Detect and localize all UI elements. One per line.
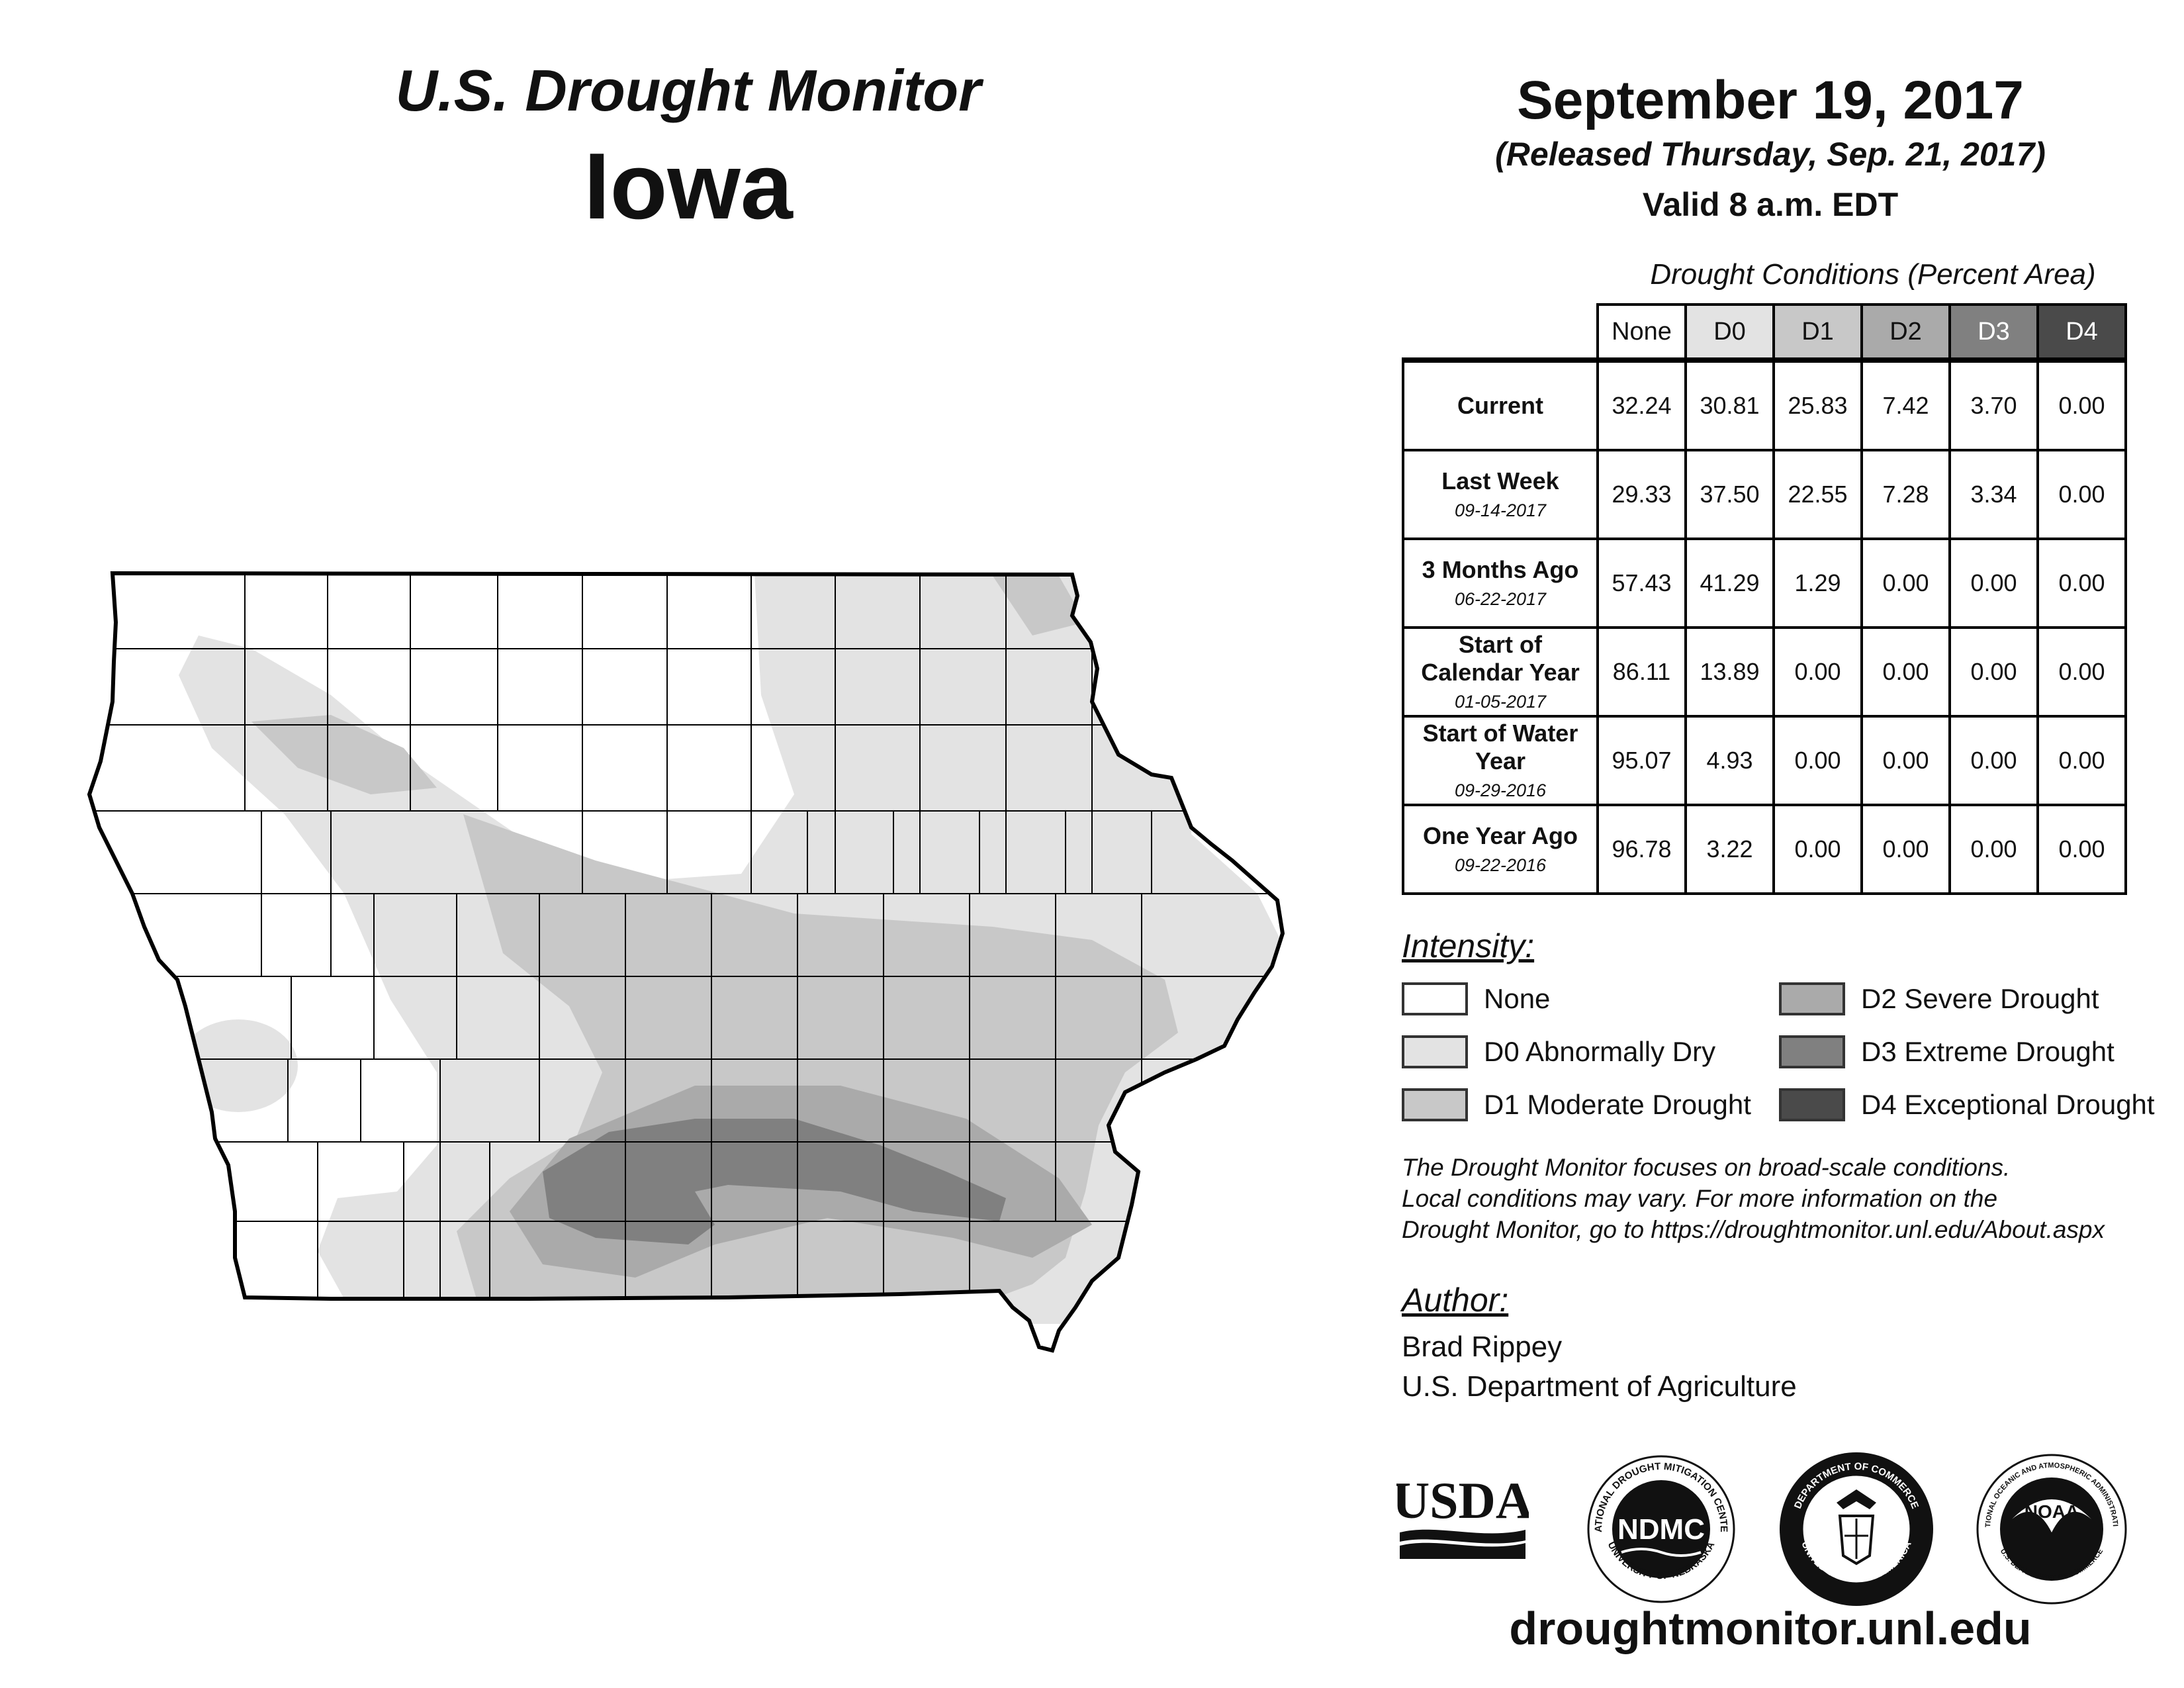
svg-text:NOAA: NOAA <box>2025 1501 2079 1522</box>
noaa-logo: NATIONAL OCEANIC AND ATMOSPHERIC ADMINIS… <box>1976 1453 2127 1605</box>
legend-item-d0: D0 Abnormally Dry <box>1402 1034 1715 1070</box>
table-row: 3 Months Ago 06-22-2017 57.43 41.29 1.29 … <box>1402 538 2127 629</box>
cell-value: 30.81 <box>1684 357 1775 451</box>
col-header-d1: D1 <box>1772 303 1863 361</box>
footer-url[interactable]: droughtmonitor.unl.edu <box>1509 1603 2032 1654</box>
cell-value: 4.93 <box>1684 715 1775 806</box>
legend-swatch <box>1402 1035 1468 1068</box>
cell-value: 32.24 <box>1596 357 1687 451</box>
cell-value: 0.00 <box>1948 804 2039 895</box>
col-header-d4: D4 <box>2036 303 2127 361</box>
cell-value: 0.00 <box>2036 449 2127 540</box>
legend-item-d1: D1 Moderate Drought <box>1402 1087 1751 1123</box>
cell-value: 0.00 <box>2036 538 2127 629</box>
cell-value: 13.89 <box>1684 626 1775 718</box>
cell-value: 95.07 <box>1596 715 1687 806</box>
cell-value: 0.00 <box>1860 804 1951 895</box>
row-label: 3 Months Ago 06-22-2017 <box>1402 538 1599 629</box>
monitor-subtitle: U.S. Drought Monitor <box>395 58 981 123</box>
col-header-d3: D3 <box>1948 303 2039 361</box>
table-row: Current 32.24 30.81 25.83 7.42 3.70 0.00 <box>1402 357 2127 451</box>
cell-value: 57.43 <box>1596 538 1687 629</box>
author-name: Brad Rippey <box>1402 1331 1563 1363</box>
cell-value: 0.00 <box>1948 538 2039 629</box>
cell-value: 25.83 <box>1772 357 1863 451</box>
table-title: Drought Conditions (Percent Area) <box>1650 258 2096 291</box>
table-row: Start of Calendar Year 01-05-2017 86.11 1… <box>1402 626 2127 718</box>
ndmc-logo: NATIONAL DROUGHT MITIGATION CENTER UNIVE… <box>1585 1453 1735 1603</box>
cell-value: 0.00 <box>1772 715 1863 806</box>
svg-text:USDA: USDA <box>1396 1472 1529 1529</box>
table-row: One Year Ago 09-22-2016 96.78 3.22 0.00 0… <box>1402 804 2127 895</box>
commerce-seal: DEPARTMENT OF COMMERCE UNITED STATES OF … <box>1780 1452 1933 1606</box>
cell-value: 0.00 <box>1772 626 1863 718</box>
cell-value: 96.78 <box>1596 804 1687 895</box>
cell-value: 41.29 <box>1684 538 1775 629</box>
cell-value: 22.55 <box>1772 449 1863 540</box>
disclaimer-text: The Drought Monitor focuses on broad-sca… <box>1402 1154 2105 1243</box>
col-header-d0: D0 <box>1684 303 1775 361</box>
cell-value: 7.28 <box>1860 449 1951 540</box>
cell-value: 0.00 <box>2036 357 2127 451</box>
legend-item-d3: D3 Extreme Drought <box>1779 1034 2115 1070</box>
legend-label: D3 Extreme Drought <box>1861 1036 2115 1067</box>
author-organization: U.S. Department of Agriculture <box>1402 1370 1797 1403</box>
cell-value: 0.00 <box>1948 715 2039 806</box>
cell-value: 7.42 <box>1860 357 1951 451</box>
legend-swatch <box>1779 982 1845 1015</box>
state-title: Iowa <box>584 134 793 239</box>
cell-value: 37.50 <box>1684 449 1775 540</box>
iowa-drought-map <box>0 0 1363 1456</box>
legend-label: None <box>1484 983 1551 1014</box>
cell-value: 0.00 <box>1860 715 1951 806</box>
legend-swatch <box>1402 982 1468 1015</box>
legend-label: D1 Moderate Drought <box>1484 1089 1751 1120</box>
legend-swatch <box>1402 1088 1468 1121</box>
d3-drought-area <box>543 1119 1006 1244</box>
cell-value: 1.29 <box>1772 538 1863 629</box>
drought-conditions-table: None D0 D1 D2 D3 D4 Current 32.24 30.81 … <box>1402 303 2127 895</box>
row-label: Start of Water Year 09-29-2016 <box>1402 715 1599 806</box>
row-label: Start of Calendar Year 01-05-2017 <box>1402 626 1599 718</box>
map-date: September 19, 2017 <box>1517 70 2024 130</box>
usda-logo: USDA <box>1396 1472 1529 1559</box>
row-label: One Year Ago 09-22-2016 <box>1402 804 1599 895</box>
cell-value: 0.00 <box>2036 715 2127 806</box>
author-heading: Author: <box>1402 1282 1509 1319</box>
legend-label: D4 Exceptional Drought <box>1861 1089 2155 1120</box>
col-header-d2: D2 <box>1860 303 1951 361</box>
legend-label: D0 Abnormally Dry <box>1484 1036 1716 1067</box>
cell-value: 0.00 <box>2036 626 2127 718</box>
legend-title: Intensity: <box>1402 927 1535 964</box>
cell-value: 3.22 <box>1684 804 1775 895</box>
cell-value: 29.33 <box>1596 449 1687 540</box>
table-corner <box>1403 305 1598 360</box>
svg-text:NDMC: NDMC <box>1617 1513 1705 1546</box>
cell-value: 0.00 <box>2036 804 2127 895</box>
legend-item-d2: D2 Severe Drought <box>1779 981 2099 1017</box>
col-header-none: None <box>1596 303 1687 361</box>
cell-value: 0.00 <box>1948 626 2039 718</box>
cell-value: 3.70 <box>1948 357 2039 451</box>
legend-swatch <box>1779 1035 1845 1068</box>
valid-time: Valid 8 a.m. EDT <box>1642 186 1899 223</box>
legend-swatch <box>1779 1088 1845 1121</box>
cell-value: 0.00 <box>1772 804 1863 895</box>
cell-value: 86.11 <box>1596 626 1687 718</box>
row-label: Last Week 09-14-2017 <box>1402 449 1599 540</box>
cell-value: 0.00 <box>1860 626 1951 718</box>
legend-label: D2 Severe Drought <box>1861 983 2099 1014</box>
legend-item-none: None <box>1402 981 1550 1017</box>
table-row: Last Week 09-14-2017 29.33 37.50 22.55 7.… <box>1402 449 2127 540</box>
cell-value: 3.34 <box>1948 449 2039 540</box>
cell-value: 0.00 <box>1860 538 1951 629</box>
legend-item-d4: D4 Exceptional Drought <box>1779 1087 2155 1123</box>
row-label: Current <box>1402 357 1599 451</box>
release-date: (Released Thursday, Sep. 21, 2017) <box>1495 136 2046 173</box>
table-row: Start of Water Year 09-29-2016 95.07 4.93… <box>1402 715 2127 806</box>
